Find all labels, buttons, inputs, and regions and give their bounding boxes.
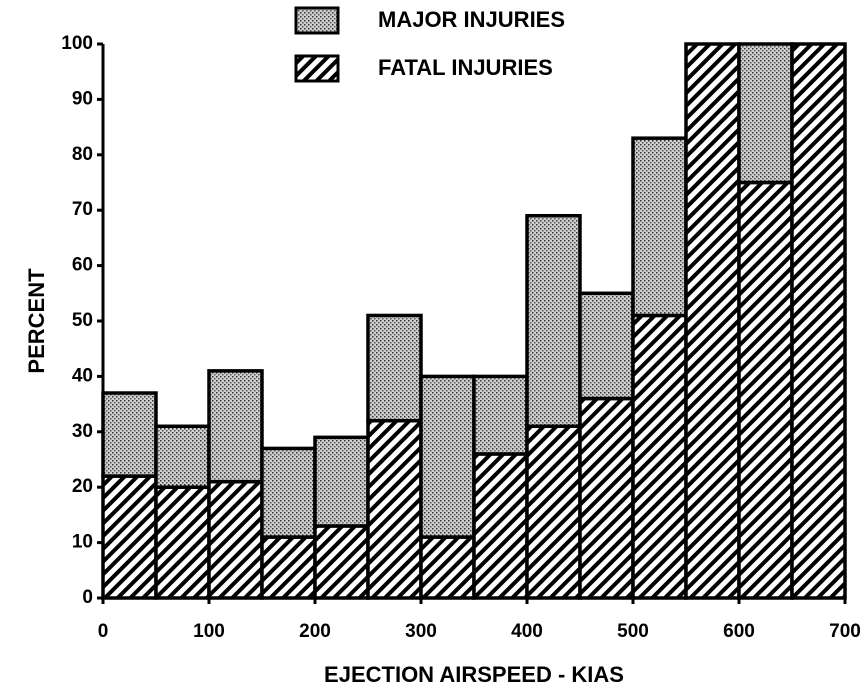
bar-segment	[419, 535, 476, 600]
x-tick-label: 300	[405, 621, 437, 642]
legend-swatch	[294, 6, 340, 35]
bar-segment	[525, 213, 582, 429]
bar-segment	[260, 535, 317, 600]
bar-segment	[154, 424, 211, 489]
y-tick-label: 100	[61, 33, 93, 54]
x-tick-label: 100	[193, 621, 225, 642]
x-tick-label: 600	[723, 621, 755, 642]
y-tick-label: 20	[72, 476, 93, 497]
y-tick-label: 50	[72, 310, 93, 331]
bar-segment	[472, 374, 529, 456]
bar-segment	[207, 369, 264, 484]
y-tick-label: 30	[72, 421, 93, 442]
y-tick-label: 10	[72, 532, 93, 553]
x-tick-label: 200	[299, 621, 331, 642]
y-tick-label: 40	[72, 365, 93, 386]
y-tick-label: 70	[72, 199, 93, 220]
y-tick-label: 0	[82, 587, 93, 608]
bar-segment	[525, 424, 582, 600]
bar-segment	[578, 291, 635, 401]
bar-segment	[631, 313, 688, 600]
bar-segment	[207, 479, 264, 600]
x-tick-label: 0	[98, 621, 109, 642]
legend-label: MAJOR INJURIES	[378, 7, 565, 32]
bar-segment	[578, 396, 635, 600]
bar-segment	[313, 524, 370, 600]
bar-segment	[472, 452, 529, 600]
bar-segment	[737, 180, 794, 600]
bar-segment	[790, 42, 847, 600]
y-tick-label: 60	[72, 255, 93, 276]
bar-segment	[631, 136, 688, 318]
x-axis-label: EJECTION AIRSPEED - KIAS	[324, 662, 624, 687]
bar-segment	[366, 313, 423, 423]
bar-segment	[737, 42, 794, 185]
bar-segment	[684, 42, 741, 600]
y-axis-label: PERCENT	[24, 268, 49, 374]
bar-segment	[154, 485, 211, 600]
bar-segment	[101, 391, 158, 478]
bar-segment	[260, 446, 317, 539]
bar-segment	[101, 474, 158, 600]
legend-label: FATAL INJURIES	[378, 55, 553, 80]
x-tick-label: 500	[617, 621, 649, 642]
legend-swatch	[294, 54, 340, 83]
y-tick-label: 90	[72, 88, 93, 109]
bar-segment	[366, 418, 423, 600]
bar-segment	[313, 435, 370, 528]
bar-segment	[419, 374, 476, 539]
x-tick-label: 700	[829, 621, 861, 642]
y-tick-label: 80	[72, 144, 93, 165]
x-tick-label: 400	[511, 621, 543, 642]
